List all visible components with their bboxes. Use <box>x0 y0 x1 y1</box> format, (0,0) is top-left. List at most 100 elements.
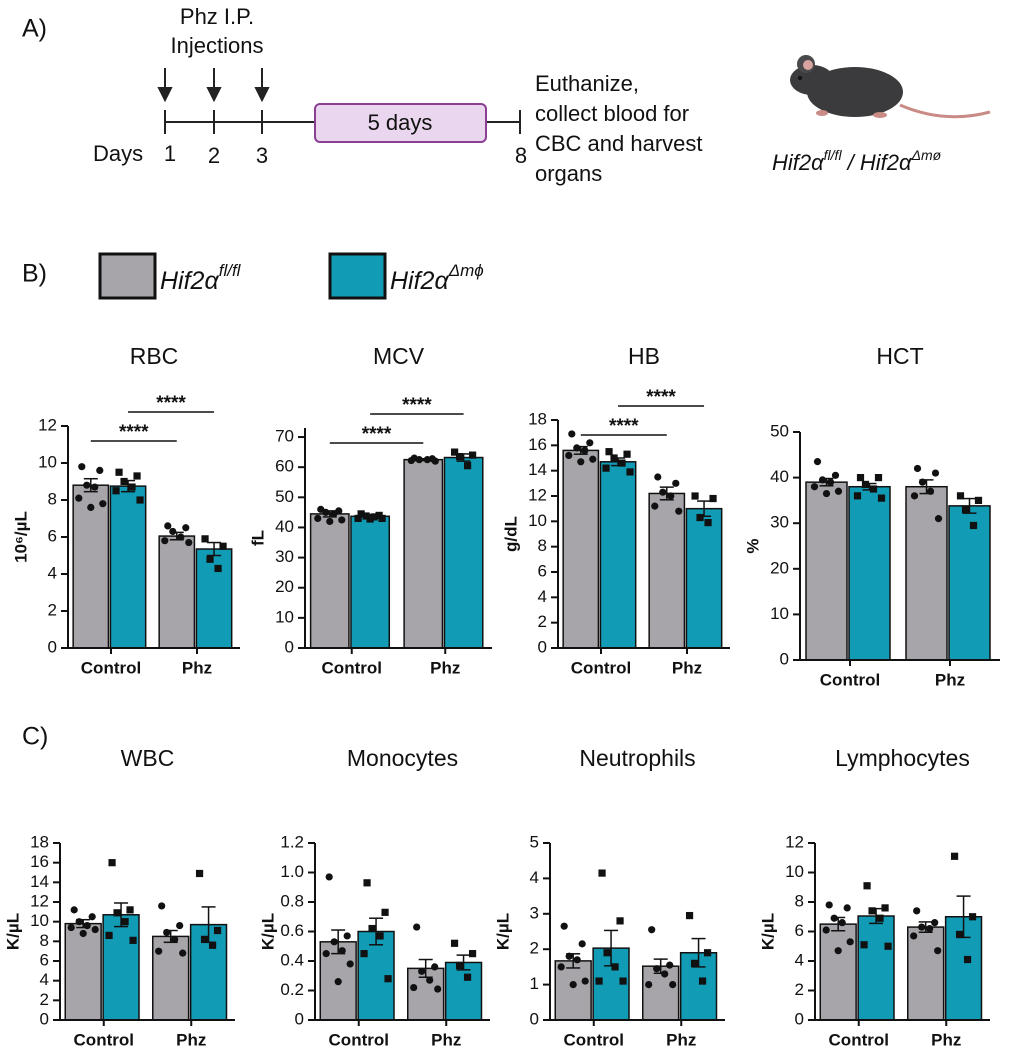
y-tick-label: 18 <box>528 409 547 428</box>
data-point <box>185 538 193 547</box>
y-tick-label: 1 <box>530 974 539 993</box>
data-point <box>874 474 883 482</box>
data-point <box>568 430 576 438</box>
legend-label: Hif2αΔmϕ <box>390 261 484 294</box>
chart-title: HCT <box>876 343 923 369</box>
timeline-axis <box>164 110 521 134</box>
y-tick-label: 1.2 <box>280 832 304 851</box>
data-point <box>338 516 346 524</box>
y-tick-label: 12 <box>528 485 547 504</box>
data-point <box>868 907 876 915</box>
data-point <box>384 975 392 983</box>
data-point <box>675 507 683 515</box>
data-point <box>565 451 573 460</box>
data-point <box>70 906 78 914</box>
y-tick-label: 10 <box>528 511 547 530</box>
day: 8 <box>515 143 527 168</box>
data-point <box>910 492 919 500</box>
data-point <box>881 904 889 912</box>
y-tick-label: 0 <box>780 649 789 668</box>
genotype: Hif2αfl/fl / Hif2αΔmø <box>772 147 942 175</box>
y-axis-label: K/µL <box>3 913 22 950</box>
y-tick-label: 40 <box>275 517 294 536</box>
data-point <box>463 973 472 981</box>
y-tick-label: 8 <box>538 536 547 555</box>
y-tick-label: 30 <box>275 547 294 566</box>
y-tick-label: 2 <box>48 600 57 619</box>
data-point <box>206 555 214 563</box>
data-point <box>669 981 677 989</box>
data-point <box>685 911 694 920</box>
y-tick-label: 2 <box>538 612 547 631</box>
data-point <box>133 472 141 480</box>
data-point <box>346 960 354 968</box>
data-point <box>200 935 209 943</box>
significance-label: **** <box>119 422 149 443</box>
data-point <box>955 930 964 939</box>
data-point <box>83 481 91 489</box>
data-point <box>861 480 870 489</box>
day: 2 <box>208 143 220 168</box>
y-tick-label: 12 <box>38 415 57 434</box>
bar <box>350 515 391 649</box>
error-bar <box>83 477 98 493</box>
significance-label: **** <box>402 395 432 416</box>
injection-label: Phz I.P. <box>180 4 254 29</box>
y-tick-label: 10 <box>38 452 57 471</box>
data-point <box>610 454 618 462</box>
y-tick-label: 10 <box>275 607 294 626</box>
legend-name: Hif2α <box>390 267 449 295</box>
y-tick-label: 50 <box>770 421 789 440</box>
outcome: organs <box>535 161 602 186</box>
bar <box>642 965 680 1021</box>
data-point <box>565 952 573 960</box>
days-label: Days <box>93 141 143 166</box>
y-tick-label: 8 <box>48 489 57 508</box>
genotype-part: fl/fl <box>824 147 843 163</box>
data-point <box>876 914 884 922</box>
y-tick-label: 0.8 <box>280 891 304 910</box>
data-point <box>179 949 187 957</box>
y-tick-label: 0 <box>295 1009 304 1028</box>
data-point <box>698 977 707 985</box>
y-tick-label: 4 <box>48 563 57 582</box>
bar <box>857 915 895 1021</box>
data-point <box>67 923 75 932</box>
data-point <box>934 947 942 955</box>
data-point <box>418 967 426 975</box>
x-tick-label: Control <box>74 1030 134 1049</box>
data-point <box>830 914 838 922</box>
genotype-part: Δmø <box>911 147 942 163</box>
data-point <box>825 901 833 909</box>
y-tick-label: 16 <box>528 435 547 454</box>
outcome: CBC and harvest <box>535 131 703 156</box>
data-point <box>201 535 209 543</box>
data-point <box>843 904 851 912</box>
data-point <box>573 444 581 452</box>
data-point <box>330 510 338 518</box>
bar <box>72 484 110 649</box>
data-point <box>88 913 96 921</box>
data-point <box>431 963 439 971</box>
y-tick-label: 14 <box>30 872 49 891</box>
data-point <box>176 922 184 930</box>
y-tick-label: 8 <box>40 931 49 950</box>
bar <box>443 456 484 649</box>
data-point <box>831 471 840 479</box>
y-axis-label: fL <box>248 530 267 546</box>
x-tick-label: Control <box>81 658 141 677</box>
data-point <box>834 947 842 955</box>
data-point <box>113 909 121 917</box>
data-point <box>423 456 431 464</box>
y-tick-label: 1.0 <box>280 862 304 881</box>
data-point <box>586 439 594 447</box>
data-point <box>691 492 699 500</box>
significance-label: **** <box>609 416 639 437</box>
data-point <box>126 906 134 914</box>
data-point <box>456 453 464 461</box>
data-point <box>623 450 631 458</box>
data-point <box>589 455 597 463</box>
error-bar <box>659 486 674 501</box>
data-point <box>362 512 370 520</box>
y-tick-label: 2 <box>530 939 539 958</box>
